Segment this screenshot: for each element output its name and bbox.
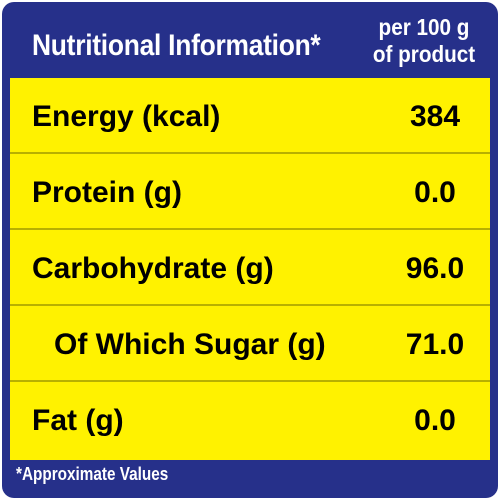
sugar-value: 71.0	[405, 328, 465, 361]
label-title: Nutritional Information*	[32, 29, 321, 62]
label-header: Nutritional Information* per 100 g of pr…	[2, 2, 498, 78]
nutrition-table: Energy (kcal) 384 Protein (g) 0.0 Carboh…	[10, 78, 490, 460]
protein-value: 0.0	[414, 176, 456, 209]
table-row-protein: Protein (g) 0.0	[10, 154, 490, 230]
energy-value: 384	[409, 100, 461, 133]
energy-label: Energy (kcal)	[32, 100, 221, 133]
table-row-fat: Fat (g) 0.0	[10, 382, 490, 458]
serving-basis-line-2: of product	[372, 41, 476, 67]
fat-label: Fat (g)	[32, 404, 124, 437]
approximate-values-footnote: *Approximate Values	[16, 464, 169, 484]
carbohydrate-value: 96.0	[405, 252, 465, 285]
table-row-carbohydrate: Carbohydrate (g) 96.0	[10, 230, 490, 306]
fat-value: 0.0	[414, 404, 456, 437]
protein-label: Protein (g)	[32, 176, 182, 209]
serving-basis: per 100 g of product	[361, 14, 487, 68]
serving-basis-line-1: per 100 g	[378, 14, 470, 40]
table-row-sugar: Of Which Sugar (g) 71.0	[10, 306, 490, 382]
sugar-label: Of Which Sugar (g)	[54, 328, 326, 361]
carbohydrate-label: Carbohydrate (g)	[32, 252, 274, 285]
table-row-energy: Energy (kcal) 384	[10, 78, 490, 154]
